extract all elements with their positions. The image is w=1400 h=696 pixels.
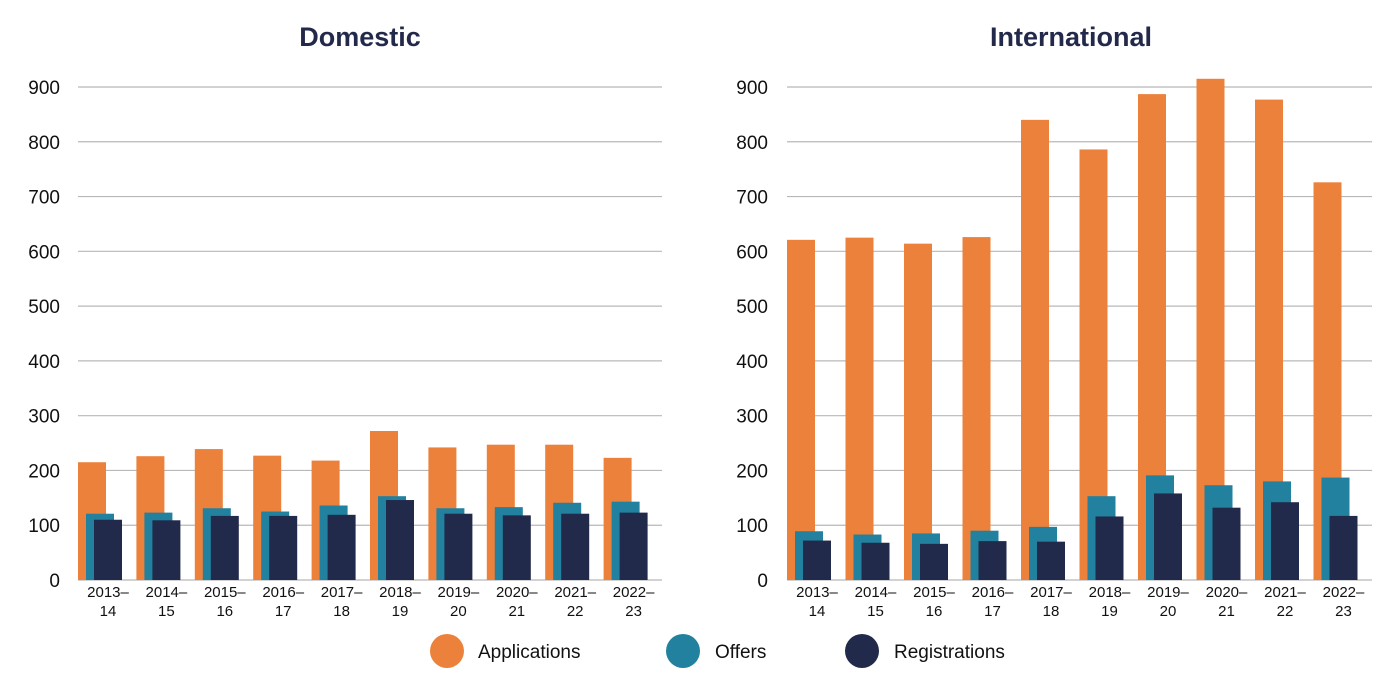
x-tick-label: 23	[625, 603, 642, 620]
bar-registrations-domestic	[619, 512, 648, 580]
y-tick-label: 100	[28, 516, 60, 537]
y-tick-label: 900	[28, 78, 60, 99]
y-tick-label: 500	[28, 297, 60, 318]
x-tick-label: 2018–	[379, 584, 421, 601]
y-tick-label: 200	[736, 461, 768, 482]
x-tick-label: 18	[333, 603, 350, 620]
x-tick-label: 2019–	[438, 584, 480, 601]
x-tick-label: 23	[1335, 603, 1352, 620]
x-tick-label: 17	[275, 603, 292, 620]
x-tick-label: 19	[1101, 603, 1118, 620]
x-tick-label: 2016–	[972, 584, 1014, 601]
bar-registrations-international	[1212, 507, 1241, 580]
bar-registrations-international	[1037, 541, 1065, 580]
bar-registrations-domestic	[269, 515, 298, 580]
x-tick-label: 16	[216, 603, 233, 620]
chart-legend: Applications Offers Registrations	[430, 634, 1005, 668]
chart-title: Domestic	[299, 22, 421, 52]
bar-registrations-international	[1095, 516, 1124, 580]
bar-registrations-international	[1329, 515, 1358, 580]
x-tick-label: 2019–	[1147, 584, 1189, 601]
bar-registrations-domestic	[502, 515, 531, 580]
y-tick-label: 0	[49, 571, 60, 592]
x-tick-label: 15	[867, 603, 884, 620]
x-tick-label: 2017–	[1030, 584, 1072, 601]
legend-label-offers: Offers	[715, 642, 766, 663]
y-tick-label: 600	[28, 242, 60, 263]
x-tick-label: 21	[508, 603, 525, 620]
x-tick-label: 14	[809, 603, 826, 620]
bar-applications-international	[1021, 119, 1049, 580]
x-tick-label: 19	[392, 603, 409, 620]
bar-registrations-domestic	[152, 520, 181, 580]
x-tick-label: 2013–	[796, 584, 838, 601]
legend-label-registrations: Registrations	[894, 642, 1005, 663]
y-tick-label: 900	[736, 78, 768, 99]
y-tick-label: 200	[28, 461, 60, 482]
bar-registrations-domestic	[386, 500, 414, 580]
y-tick-label: 300	[28, 407, 60, 428]
x-tick-label: 2022–	[1323, 584, 1365, 601]
x-tick-label: 2014–	[146, 584, 188, 601]
bar-registrations-international	[803, 540, 831, 580]
bar-applications-international	[904, 243, 932, 581]
x-tick-label: 17	[984, 603, 1001, 620]
x-tick-label: 20	[1160, 603, 1177, 620]
x-tick-label: 16	[926, 603, 943, 620]
y-tick-label: 400	[28, 352, 60, 373]
x-tick-label: 14	[100, 603, 117, 620]
bar-applications-international	[962, 237, 991, 580]
y-tick-label: 0	[757, 571, 768, 592]
bar-applications-international	[787, 239, 815, 580]
y-tick-label: 100	[736, 516, 768, 537]
x-tick-label: 2020–	[496, 584, 538, 601]
y-tick-label: 300	[736, 407, 768, 428]
y-tick-label: 600	[736, 242, 768, 263]
bar-registrations-international	[978, 541, 1007, 580]
x-tick-label: 20	[450, 603, 467, 620]
x-tick-label: 21	[1218, 603, 1235, 620]
legend-label-applications: Applications	[478, 642, 580, 663]
legend-swatch-registrations	[845, 634, 879, 668]
x-tick-label: 2021–	[1264, 584, 1306, 601]
x-tick-label: 22	[1277, 603, 1294, 620]
bar-registrations-domestic	[444, 513, 473, 580]
x-tick-label: 2014–	[855, 584, 897, 601]
x-tick-label: 2022–	[613, 584, 655, 601]
legend-swatch-offers	[666, 634, 700, 668]
bar-applications-international	[845, 237, 874, 580]
bar-registrations-domestic	[210, 515, 239, 580]
international-chart: International 0 100 200 300 400 500 600 700 800 90…	[736, 22, 1372, 620]
y-tick-label: 700	[28, 188, 60, 209]
bar-registrations-international	[1271, 502, 1299, 580]
legend-swatch-applications	[430, 634, 464, 668]
bar-registrations-domestic	[94, 519, 122, 580]
chart-title: International	[990, 22, 1152, 52]
x-tick-label: 2017–	[321, 584, 363, 601]
bar-registrations-domestic	[561, 513, 590, 580]
bar-registrations-international	[920, 543, 948, 580]
bar-registrations-domestic	[327, 514, 356, 580]
bar-registrations-international	[1154, 493, 1182, 580]
x-tick-label: 18	[1043, 603, 1060, 620]
x-tick-label: 2020–	[1206, 584, 1248, 601]
x-tick-label: 2018–	[1089, 584, 1131, 601]
bar-registrations-international	[861, 542, 890, 580]
y-tick-label: 800	[28, 133, 60, 154]
x-tick-label: 2013–	[87, 584, 129, 601]
y-tick-label: 400	[736, 352, 768, 373]
y-tick-label: 500	[736, 297, 768, 318]
x-tick-label: 15	[158, 603, 175, 620]
x-tick-label: 22	[567, 603, 584, 620]
x-tick-label: 2016–	[262, 584, 304, 601]
x-tick-label: 2021–	[554, 584, 596, 601]
y-tick-label: 800	[736, 133, 768, 154]
x-tick-label: 2015–	[204, 584, 246, 601]
y-tick-label: 700	[736, 188, 768, 209]
x-tick-label: 2015–	[913, 584, 955, 601]
domestic-chart: Domestic 0 100 200 300 400 500 600 700 800 900 2013…	[28, 22, 662, 620]
